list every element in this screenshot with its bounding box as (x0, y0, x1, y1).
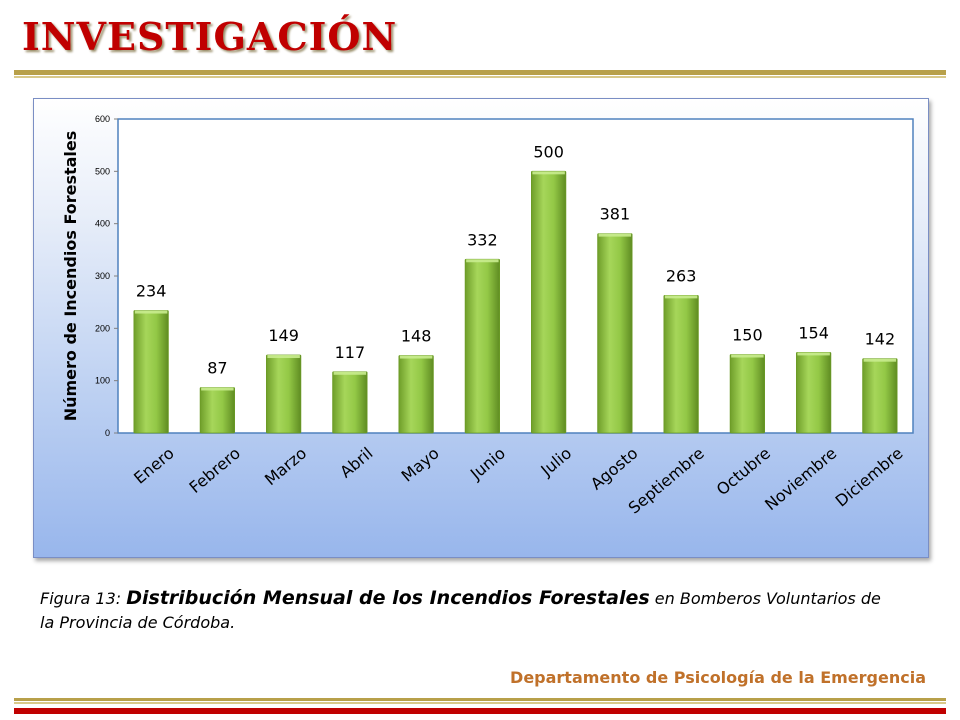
bar-highlight (863, 358, 897, 362)
data-label: 500 (533, 142, 564, 161)
x-tick-label: Julio (537, 444, 576, 481)
bar (265, 354, 302, 434)
data-label: 332 (467, 230, 498, 249)
bar-highlight (333, 371, 367, 375)
header-divider-thin (14, 76, 946, 78)
x-tick-label: Noviembre (761, 444, 840, 515)
x-tick-label: Marzo (261, 444, 310, 490)
data-label: 150 (732, 326, 763, 345)
y-tick-label: 0 (105, 428, 110, 438)
y-tick-label: 100 (95, 376, 110, 386)
data-label: 87 (207, 358, 227, 377)
x-tick-label: Mayo (398, 444, 443, 486)
bar (199, 387, 235, 434)
data-label: 148 (401, 327, 432, 346)
plot-area (117, 118, 914, 434)
bar (464, 258, 500, 434)
bar-highlight (797, 352, 830, 356)
data-label: 142 (865, 330, 896, 349)
figure-caption: Figura 13: Distribución Mensual de los I… (40, 586, 900, 635)
bar (862, 358, 898, 434)
footer-divider-red (14, 708, 946, 714)
footer-department: Departamento de Psicología de la Emergen… (510, 668, 926, 687)
data-label: 263 (666, 266, 697, 285)
header-divider (14, 70, 946, 75)
x-tick-label: Enero (130, 444, 178, 488)
bar-highlight (598, 233, 632, 237)
bar-highlight (466, 259, 499, 263)
bar (398, 355, 434, 434)
bar (530, 170, 567, 434)
y-tick-label: 300 (95, 271, 110, 281)
x-tick-label: Junio (466, 444, 509, 484)
x-tick-label: Diciembre (832, 444, 907, 511)
x-tick-label: Abril (336, 444, 376, 482)
bar-highlight (399, 355, 433, 359)
bar-highlight (664, 295, 698, 299)
bar-highlight (731, 354, 764, 358)
x-tick-label: Octubre (713, 444, 774, 500)
y-axis-label: Número de Incendios Forestales (61, 131, 80, 422)
bar (729, 354, 766, 434)
bar (796, 352, 832, 434)
caption-prefix: Figura 13: (40, 589, 127, 608)
bar-highlight (134, 310, 168, 314)
bar (332, 371, 368, 434)
y-tick-label: 500 (95, 166, 110, 176)
bar-highlight (532, 171, 565, 175)
footer-divider-thin (14, 702, 946, 704)
bar (663, 294, 699, 434)
x-tick-label: Febrero (185, 444, 243, 497)
data-label: 149 (268, 326, 299, 345)
footer-divider (14, 698, 946, 701)
bar-highlight (267, 355, 300, 359)
bar (597, 233, 633, 434)
y-tick-label: 400 (95, 219, 110, 229)
chart-panel: 0 100 200 300 400 500 600 Número de Incendios F… (33, 98, 929, 558)
data-label: 154 (798, 323, 829, 342)
bar (133, 310, 169, 434)
y-tick-label: 200 (95, 323, 110, 333)
caption-suffix: en Bomberos Voluntarios de la Provincia … (40, 589, 881, 632)
caption-emphasis: Distribución Mensual de los Incendios Fo… (126, 587, 650, 609)
x-tick-label: Agosto (587, 444, 642, 494)
y-tick-label: 600 (95, 114, 110, 124)
page-title: INVESTIGACIÓN (22, 14, 398, 59)
data-label: 117 (335, 343, 366, 362)
bar-chart: 0 100 200 300 400 500 600 Número de Incendios F… (61, 114, 914, 518)
data-label: 234 (136, 282, 167, 301)
data-label: 381 (600, 205, 631, 224)
bar-highlight (201, 387, 234, 391)
